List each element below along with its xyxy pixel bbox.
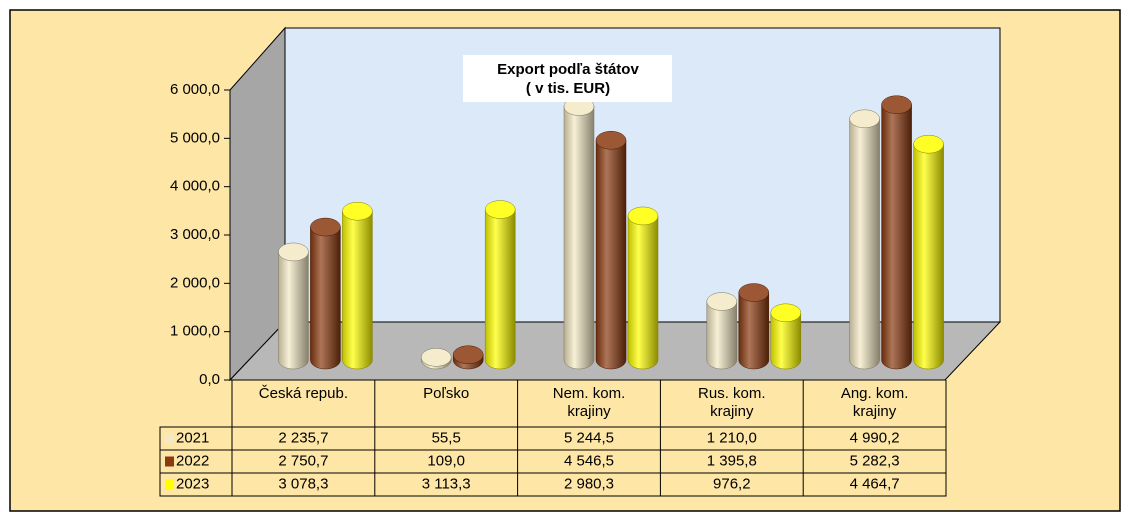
table-value: 5 244,5 bbox=[564, 429, 614, 446]
label-line: krajiny bbox=[710, 403, 754, 420]
legend-label: 2021 bbox=[176, 429, 209, 446]
bar bbox=[310, 226, 341, 370]
x-tick-label: Česká repub. bbox=[259, 385, 348, 402]
bar-cap bbox=[310, 217, 341, 237]
bar-cap bbox=[770, 303, 802, 323]
legend-label: 2023 bbox=[176, 475, 209, 492]
y-tick-label: 2 000,0 bbox=[170, 274, 220, 291]
label-line: krajiny bbox=[567, 403, 611, 420]
y-tick-label: 1 000,0 bbox=[170, 323, 220, 340]
bar-cap bbox=[484, 200, 516, 219]
x-tick-label: Poľsko bbox=[423, 385, 469, 402]
table-value: 1 210,0 bbox=[707, 429, 757, 446]
label-line: krajiny bbox=[853, 403, 897, 420]
bar-cap bbox=[342, 201, 373, 221]
bar bbox=[706, 301, 738, 370]
bar-cap bbox=[278, 242, 309, 262]
title-box bbox=[463, 55, 672, 102]
legend-label: 2022 bbox=[176, 452, 209, 469]
table-value: 976,2 bbox=[713, 475, 751, 492]
table-value: 1 395,8 bbox=[707, 452, 757, 469]
table-value: 109,0 bbox=[427, 452, 465, 469]
label-line: Nem. kom. bbox=[553, 385, 626, 402]
y-tick-label: 3 000,0 bbox=[170, 226, 220, 243]
x-tick-label: Ang. kom. krajiny bbox=[841, 385, 909, 420]
chart-title: Export podľa štátov bbox=[497, 61, 639, 78]
table-value: 2 750,7 bbox=[278, 452, 328, 469]
x-tick-label: Rus. kom. krajiny bbox=[698, 385, 766, 420]
bar bbox=[342, 210, 373, 370]
side-wall bbox=[229, 26, 286, 382]
bar bbox=[484, 209, 516, 370]
bar bbox=[738, 292, 770, 370]
bar bbox=[913, 143, 944, 370]
table-value: 3 113,3 bbox=[422, 475, 471, 492]
label-line: Rus. kom. bbox=[698, 385, 766, 402]
chart-subtitle: ( v tis. EUR) bbox=[526, 80, 610, 97]
bar bbox=[627, 215, 659, 370]
legend-swatch bbox=[165, 456, 174, 467]
bar-cap bbox=[627, 206, 659, 226]
legend-swatch bbox=[165, 433, 174, 444]
table-value: 55,5 bbox=[432, 429, 461, 446]
bar-cap bbox=[849, 109, 880, 129]
legend-swatch bbox=[165, 479, 174, 490]
bar bbox=[278, 251, 309, 370]
bar-cap bbox=[738, 283, 770, 302]
table-value: 2 980,3 bbox=[564, 475, 614, 492]
y-tick-label: 0,0 bbox=[199, 371, 220, 388]
table-value: 5 282,3 bbox=[850, 452, 900, 469]
x-tick-label: Nem. kom. krajiny bbox=[553, 385, 626, 420]
y-tick-label: 5 000,0 bbox=[170, 129, 220, 146]
y-tick-label: 4 000,0 bbox=[170, 178, 220, 195]
bar-cap bbox=[420, 348, 452, 367]
bar-cap bbox=[881, 95, 912, 114]
bar-cap bbox=[595, 131, 627, 150]
bar bbox=[595, 140, 627, 370]
table-value: 4 546,5 bbox=[564, 452, 614, 469]
bar bbox=[563, 106, 595, 370]
bar-cap bbox=[706, 292, 738, 311]
table-value: 2 235,7 bbox=[278, 429, 328, 446]
table-value: 3 078,3 bbox=[278, 475, 328, 492]
bar bbox=[849, 118, 880, 370]
bar bbox=[881, 104, 912, 370]
y-tick-label: 6 000,0 bbox=[170, 81, 220, 98]
bar bbox=[770, 312, 802, 370]
label-line: Ang. kom. bbox=[841, 385, 909, 402]
bar-cap bbox=[452, 345, 484, 364]
table-value: 4 990,2 bbox=[850, 429, 900, 446]
table-value: 4 464,7 bbox=[850, 475, 900, 492]
bar-cap bbox=[913, 134, 944, 154]
